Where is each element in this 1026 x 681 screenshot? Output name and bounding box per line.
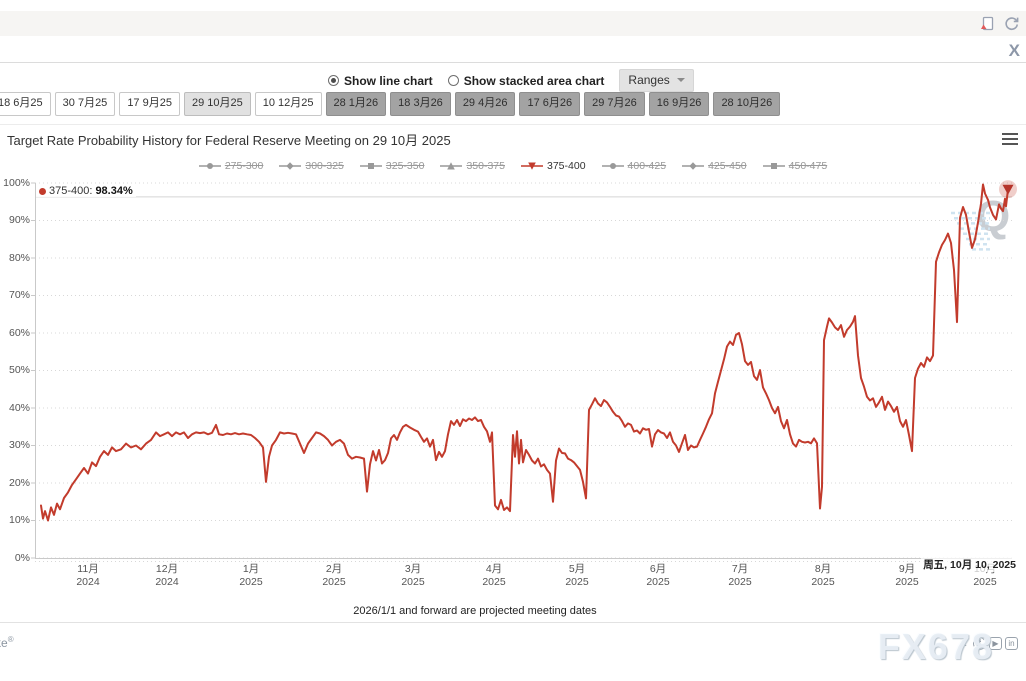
legend-item-300-325[interactable]: 300-325 [279, 160, 344, 172]
meeting-date-tab-0[interactable]: 18 6月25 [0, 92, 51, 116]
x-tick-3月-2025: 3月 2025 [401, 563, 425, 588]
x-tick-12月-2024: 12月 2024 [155, 563, 179, 588]
radio-show-line-chart[interactable]: Show line chart [328, 74, 433, 88]
radio-selected-icon[interactable] [328, 75, 339, 86]
radio-unselected-icon[interactable] [447, 75, 459, 86]
legend-label: 300-325 [305, 160, 344, 172]
watermark-fx678: FX678 [877, 626, 994, 667]
y-tick-60%: 60% [8, 326, 30, 339]
y-tick-90%: 90% [8, 214, 30, 226]
chart-type-controls: Show line chart Show stacked area chart … [328, 69, 694, 92]
meeting-date-tab-3[interactable]: 29 10月25 [183, 92, 251, 116]
legend-label: 350-375 [466, 160, 505, 172]
probability-line-375-400[interactable] [40, 183, 1009, 522]
triangle-down-marker-icon [521, 162, 543, 170]
y-tick-100%: 100% [3, 176, 30, 189]
y-tick-10%: 10% [8, 514, 30, 526]
legend-item-275-300[interactable]: 275-300 [198, 160, 264, 172]
chevron-down-icon [676, 78, 685, 86]
meeting-date-tabs: 18 6月25 30 7月25 17 9月25 29 10月25 10 12月25 28 … [0, 92, 781, 116]
x-twitter-icon[interactable]: X [1008, 41, 1020, 60]
top-toolbar [0, 11, 1026, 36]
circle-marker-icon [198, 163, 221, 169]
linkedin-icon[interactable]: in [1005, 637, 1018, 650]
chart-menu-icon[interactable] [1002, 132, 1018, 150]
meeting-date-tab-8[interactable]: 17 6月26 [519, 92, 581, 116]
series-tooltip: 375-400: 98.34% [36, 185, 136, 197]
tooltip-value: 98.34% [95, 185, 133, 197]
y-tick-80%: 80% [8, 251, 30, 264]
legend-item-350-375[interactable]: 350-375 [440, 160, 505, 172]
y-tick-50%: 50% [8, 364, 30, 376]
meeting-date-tab-2[interactable]: 17 9月25 [119, 92, 180, 116]
legend-label: 450-475 [788, 160, 828, 172]
meeting-date-tab-1[interactable]: 30 7月25 [54, 92, 116, 116]
legend-label: 425-450 [708, 160, 747, 172]
chart-legend: 275-300 300-325 325-350 350-375 375-400 400-4… [0, 160, 1026, 172]
radio-line-chart-label: Show line chart [344, 73, 433, 88]
y-tick-0%: 0% [14, 551, 30, 564]
legend-item-425-450[interactable]: 425-450 [682, 160, 747, 172]
meeting-date-tab-6[interactable]: 18 3月26 [390, 92, 451, 116]
triangle-up-marker-icon [440, 162, 463, 170]
legend-item-325-350[interactable]: 325-350 [359, 160, 425, 172]
ranges-dropdown-label: Ranges [628, 73, 670, 87]
radio-stacked-area-label: Show stacked area chart [463, 73, 605, 88]
export-page-icon[interactable] [979, 15, 996, 32]
diamond-marker-icon [682, 162, 705, 170]
x-tick-5月-2025: 5月 2025 [565, 563, 589, 588]
diamond-marker-icon [279, 162, 302, 170]
crosshair-date-label: 周五, 10月 10, 2025 [921, 557, 1018, 572]
legend-label: 400-425 [627, 160, 667, 172]
share-icon[interactable]: ▶ [989, 637, 1002, 650]
legend-label: 275-300 [224, 160, 264, 172]
y-tick-30%: 30% [8, 439, 30, 451]
x-tick-2月-2025: 2月 2025 [322, 563, 346, 588]
x-tick-11月-2024: 11月 2024 [76, 563, 100, 588]
legend-item-400-425[interactable]: 400-425 [601, 160, 667, 172]
series-marker-dot [39, 187, 46, 195]
radio-show-stacked-area-chart[interactable]: Show stacked area chart [447, 73, 605, 88]
square-marker-icon [359, 163, 382, 169]
legend-label: 325-350 [385, 160, 425, 172]
y-tick-70%: 70% [8, 289, 30, 301]
x-tick-9月-2025: 9月 2025 [895, 563, 919, 588]
partial-provider-logo: ke® [0, 635, 14, 650]
meeting-date-tab-11[interactable]: 28 10月26 [713, 92, 781, 116]
x-tick-7月-2025: 7月 2025 [728, 563, 752, 588]
meeting-date-tab-4[interactable]: 10 12月25 [254, 92, 322, 116]
projected-dates-note: 2026/1/1 and forward are projected meeti… [353, 605, 597, 617]
x-tick-6月-2025: 6月 2025 [646, 563, 670, 588]
x-tick-4月-2025: 4月 2025 [482, 563, 506, 588]
facebook-icon[interactable]: f [973, 637, 986, 650]
latest-point-marker[interactable] [1002, 184, 1014, 195]
header-divider [0, 62, 1026, 63]
refresh-icon[interactable] [1003, 15, 1020, 32]
tabs-divider [0, 124, 1026, 125]
y-tick-20%: 20% [8, 476, 30, 489]
square-marker-icon [762, 163, 785, 169]
ranges-dropdown[interactable]: Ranges [619, 69, 694, 92]
footer-social-icons: X f ▶ in [957, 637, 1018, 650]
x-tick-1月-2025: 1月 2025 [239, 563, 263, 588]
tooltip-series-label: 375-400: [49, 185, 93, 197]
legend-item-375-400[interactable]: 375-400 [521, 160, 586, 172]
chart-bottom-divider [0, 622, 1026, 623]
legend-label: 375-400 [547, 160, 586, 172]
y-tick-40%: 40% [8, 401, 30, 414]
circle-marker-icon [601, 163, 624, 169]
meeting-date-tab-5[interactable]: 28 1月26 [325, 92, 387, 116]
x-social-icon[interactable]: X [960, 638, 967, 648]
meeting-date-tab-7[interactable]: 29 4月26 [454, 92, 516, 116]
meeting-date-tab-9[interactable]: 29 7月26 [584, 92, 645, 116]
legend-item-450-475[interactable]: 450-475 [762, 160, 828, 172]
meeting-date-tab-10[interactable]: 16 9月26 [648, 92, 710, 116]
x-tick-8月-2025: 8月 2025 [811, 563, 835, 588]
chart-title: Target Rate Probability History for Fede… [7, 133, 451, 148]
